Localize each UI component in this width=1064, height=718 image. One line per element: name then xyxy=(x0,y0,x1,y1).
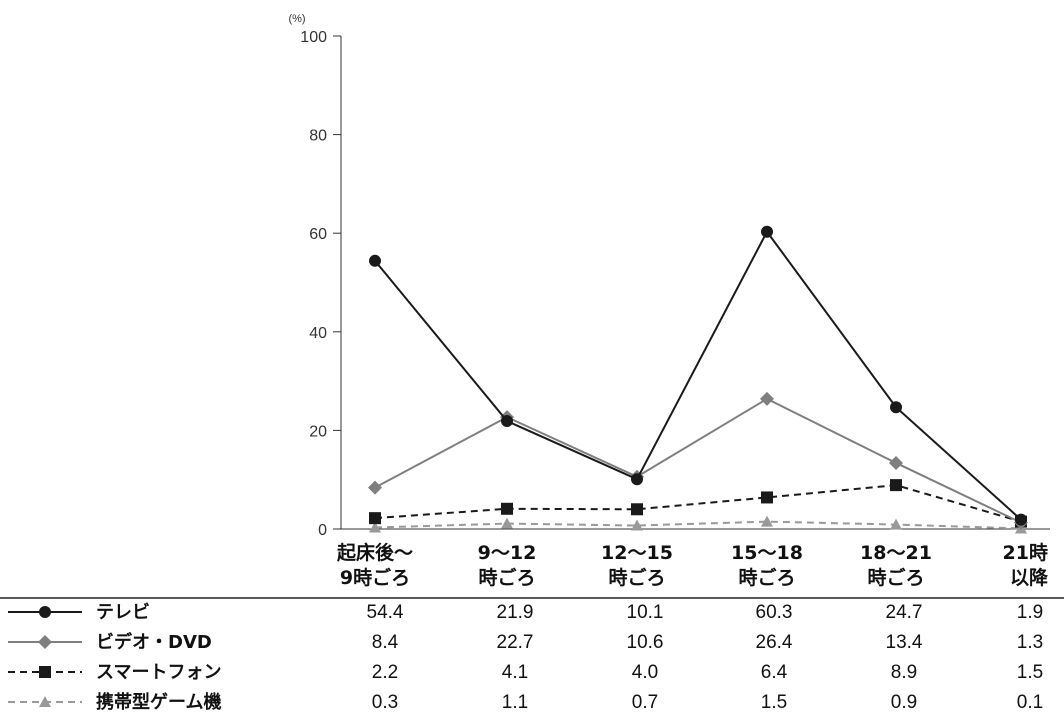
data-point xyxy=(631,473,643,486)
table-cell: 1.1 xyxy=(502,692,528,713)
y-tick-label: 20 xyxy=(309,423,327,440)
table-cell: 0.3 xyxy=(372,692,398,713)
table-cell: 0.7 xyxy=(632,692,658,713)
table-cell: 0.1 xyxy=(1017,692,1043,713)
data-point xyxy=(889,455,903,470)
y-tick-label: 0 xyxy=(318,522,327,539)
series-line xyxy=(374,484,1022,523)
series-line xyxy=(374,397,1022,524)
x-category-label: 時ごろ xyxy=(608,566,665,589)
x-category-label: 以降 xyxy=(1010,566,1049,589)
data-point xyxy=(631,519,643,531)
table-cell: 24.7 xyxy=(886,602,923,623)
y-unit-label: (%) xyxy=(288,13,305,25)
table-cell: 0.9 xyxy=(891,692,917,713)
data-point xyxy=(369,254,381,267)
data-point xyxy=(761,225,773,238)
table-cell: 10.6 xyxy=(627,632,664,653)
table-cell: 6.4 xyxy=(761,662,788,683)
y-tick-label: 80 xyxy=(309,128,327,145)
table-cell: 54.4 xyxy=(367,602,404,623)
data-point xyxy=(501,502,513,515)
table-cell: 22.7 xyxy=(497,632,534,653)
legend-marker xyxy=(39,696,51,707)
legend-label: スマートフォン xyxy=(96,662,221,683)
table-cell: 21.9 xyxy=(497,602,534,623)
data-point xyxy=(368,480,382,495)
data-point xyxy=(761,515,773,527)
table-cell: 60.3 xyxy=(756,602,793,623)
x-category-label: 21時 xyxy=(1003,542,1048,564)
legend-label: テレビ xyxy=(96,602,150,623)
data-point xyxy=(761,491,773,504)
table-cell: 2.2 xyxy=(372,662,398,683)
table-cell: 4.1 xyxy=(502,662,528,683)
data-point xyxy=(890,518,902,530)
x-category-label: 時ごろ xyxy=(867,566,924,589)
y-tick-label: 100 xyxy=(300,29,327,46)
x-category-label: 15〜18 xyxy=(731,542,803,564)
data-point xyxy=(501,517,513,529)
table-cell: 1.3 xyxy=(1017,632,1043,653)
data-point xyxy=(369,512,381,525)
x-category-label: 9時ごろ xyxy=(340,566,410,589)
legend-marker xyxy=(38,635,52,649)
x-category-label: 起床後〜 xyxy=(336,541,413,564)
data-point xyxy=(890,401,902,414)
table-cell: 10.1 xyxy=(627,602,664,623)
x-category-label: 12〜15 xyxy=(601,542,673,564)
y-tick-label: 40 xyxy=(309,325,327,342)
x-category-label: 時ごろ xyxy=(478,566,535,589)
table-cell: 1.5 xyxy=(761,692,787,713)
legend-label: ビデオ・DVD xyxy=(96,631,212,653)
table-cell: 1.5 xyxy=(1017,662,1043,683)
x-category-label: 18〜21 xyxy=(860,542,932,564)
data-point xyxy=(760,391,774,406)
legend-marker xyxy=(39,606,51,618)
data-point xyxy=(501,415,513,428)
table-cell: 26.4 xyxy=(756,632,793,653)
x-category-label: 時ごろ xyxy=(738,566,795,589)
table-cell: 13.4 xyxy=(886,632,923,653)
series-line xyxy=(374,520,1022,530)
table-cell: 8.9 xyxy=(891,662,917,683)
table-cell: 8.4 xyxy=(372,632,399,653)
table-cell: 4.0 xyxy=(632,662,658,683)
legend-label: 携帯型ゲーム機 xyxy=(96,691,221,713)
y-tick-label: 60 xyxy=(309,226,327,243)
x-category-label: 9〜12 xyxy=(478,542,537,564)
legend-marker xyxy=(39,666,51,678)
data-point xyxy=(369,521,381,533)
data-point xyxy=(1015,513,1027,526)
table-cell: 1.9 xyxy=(1017,602,1043,623)
series-line xyxy=(374,229,1022,521)
data-point xyxy=(890,479,902,492)
data-point xyxy=(631,503,643,516)
